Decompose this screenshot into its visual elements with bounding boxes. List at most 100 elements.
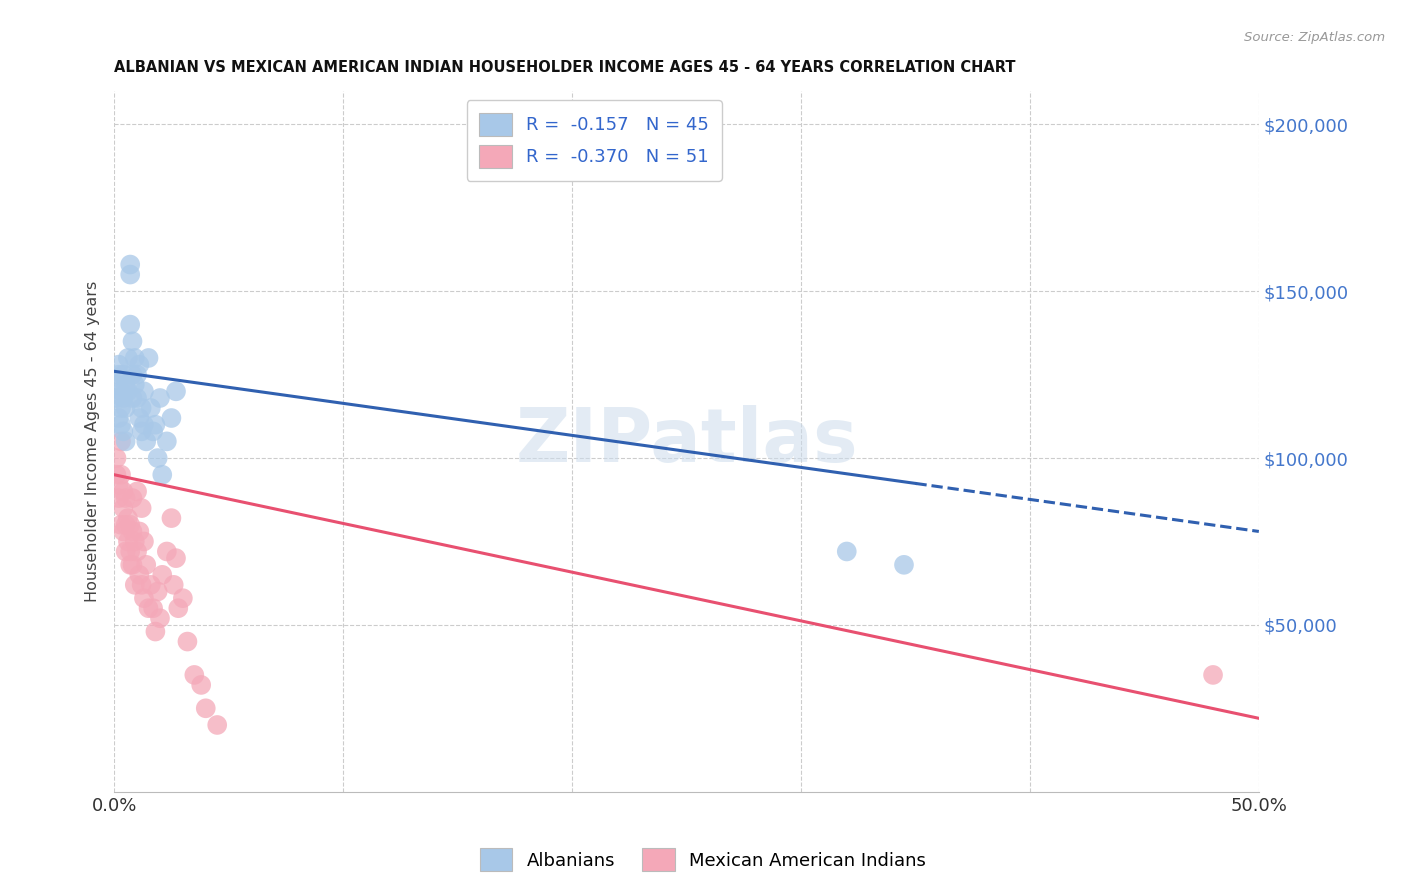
Point — [120, 318, 142, 332]
Point — [145, 417, 167, 432]
Point — [167, 601, 190, 615]
Point — [138, 601, 160, 615]
Point — [124, 534, 146, 549]
Point — [142, 601, 165, 615]
Point — [110, 517, 132, 532]
Point — [112, 425, 135, 439]
Point — [156, 544, 179, 558]
Point — [114, 491, 136, 505]
Point — [121, 524, 143, 539]
Point — [121, 491, 143, 505]
Point — [165, 551, 187, 566]
Point — [121, 368, 143, 382]
Point — [120, 517, 142, 532]
Text: ZIPatlas: ZIPatlas — [515, 405, 858, 478]
Point — [110, 434, 132, 449]
Point — [112, 484, 135, 499]
Point — [128, 524, 150, 539]
Point — [105, 451, 128, 466]
Point — [128, 411, 150, 425]
Point — [110, 384, 132, 399]
Point — [121, 334, 143, 349]
Point — [114, 377, 136, 392]
Legend: R =  -0.157   N = 45, R =  -0.370   N = 51: R = -0.157 N = 45, R = -0.370 N = 51 — [467, 100, 721, 181]
Point — [117, 534, 139, 549]
Point — [149, 391, 172, 405]
Point — [124, 351, 146, 365]
Point — [117, 351, 139, 365]
Point — [139, 578, 162, 592]
Point — [114, 434, 136, 449]
Text: ALBANIAN VS MEXICAN AMERICAN INDIAN HOUSEHOLDER INCOME AGES 45 - 64 YEARS CORREL: ALBANIAN VS MEXICAN AMERICAN INDIAN HOUS… — [114, 60, 1015, 75]
Point — [125, 391, 148, 405]
Point — [135, 558, 157, 572]
Text: Source: ZipAtlas.com: Source: ZipAtlas.com — [1244, 31, 1385, 45]
Point — [112, 524, 135, 539]
Point — [120, 258, 142, 272]
Point — [183, 668, 205, 682]
Point — [165, 384, 187, 399]
Point — [125, 544, 148, 558]
Point — [110, 417, 132, 432]
Point — [105, 377, 128, 392]
Point — [114, 544, 136, 558]
Point — [132, 384, 155, 399]
Point — [132, 591, 155, 606]
Point — [131, 578, 153, 592]
Point — [110, 401, 132, 415]
Point — [145, 624, 167, 639]
Point — [1202, 668, 1225, 682]
Point — [150, 467, 173, 482]
Point — [114, 517, 136, 532]
Point — [128, 567, 150, 582]
Point — [107, 368, 129, 382]
Point — [107, 491, 129, 505]
Point — [172, 591, 194, 606]
Point — [135, 434, 157, 449]
Point — [146, 584, 169, 599]
Point — [125, 484, 148, 499]
Point — [132, 534, 155, 549]
Point — [132, 417, 155, 432]
Point — [160, 411, 183, 425]
Point — [146, 451, 169, 466]
Point — [139, 401, 162, 415]
Point — [107, 477, 129, 491]
Point — [138, 351, 160, 365]
Point — [150, 567, 173, 582]
Point — [120, 558, 142, 572]
Point — [107, 358, 129, 372]
Point — [194, 701, 217, 715]
Point — [112, 368, 135, 382]
Point — [110, 467, 132, 482]
Point — [190, 678, 212, 692]
Point — [893, 558, 915, 572]
Legend: Albanians, Mexican American Indians: Albanians, Mexican American Indians — [472, 841, 934, 879]
Point — [105, 391, 128, 405]
Point — [124, 578, 146, 592]
Point — [121, 391, 143, 405]
Point — [117, 511, 139, 525]
Y-axis label: Householder Income Ages 45 - 64 years: Householder Income Ages 45 - 64 years — [86, 281, 100, 602]
Point — [163, 578, 186, 592]
Point — [121, 558, 143, 572]
Point — [156, 434, 179, 449]
Point — [160, 511, 183, 525]
Point — [142, 425, 165, 439]
Point — [131, 425, 153, 439]
Point — [128, 358, 150, 372]
Point — [176, 634, 198, 648]
Point — [131, 401, 153, 415]
Point — [107, 411, 129, 425]
Point — [114, 401, 136, 415]
Point — [112, 391, 135, 405]
Point — [105, 467, 128, 482]
Point — [125, 368, 148, 382]
Point — [835, 544, 858, 558]
Point — [120, 544, 142, 558]
Point — [205, 718, 228, 732]
Point — [120, 268, 142, 282]
Point — [124, 377, 146, 392]
Point — [149, 611, 172, 625]
Point — [112, 501, 135, 516]
